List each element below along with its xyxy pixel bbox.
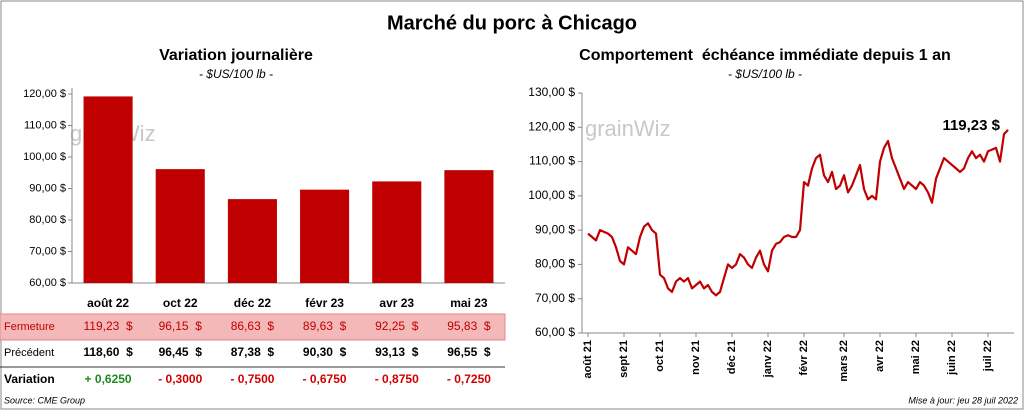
- table-cell: 118,60 $: [83, 345, 133, 359]
- y-tick-label: 80,00 $: [29, 214, 66, 226]
- y-tick-label: 120,00 $: [23, 88, 66, 100]
- x-tick-label: août 22: [87, 296, 129, 310]
- y-tick-label: 60,00 $: [29, 277, 66, 289]
- x-tick-label: sept 21: [618, 340, 630, 378]
- y-tick-label: 120,00 $: [528, 119, 575, 133]
- table-cell: - 0,7500: [230, 372, 274, 386]
- fermeture-row: [0, 313, 506, 341]
- table-cell: 90,30 $: [303, 345, 347, 359]
- x-tick-label: mai 22: [910, 340, 922, 374]
- bar: [83, 96, 133, 283]
- bar: [372, 181, 422, 283]
- value-label: 86,63 $: [231, 319, 275, 333]
- y-tick-label: 110,00 $: [24, 119, 66, 131]
- y-tick-label: 70,00 $: [535, 291, 575, 305]
- y-tick-label: 100,00 $: [528, 188, 575, 202]
- table-cell: 93,13 $: [375, 345, 419, 359]
- chart-subtitle: - $US/100 lb -: [728, 67, 802, 81]
- x-tick-label: avr 23: [379, 296, 414, 310]
- table-cell: 87,38 $: [231, 345, 275, 359]
- table-cell: 96,45 $: [159, 345, 203, 359]
- x-tick-label: déc 22: [234, 296, 272, 310]
- value-label: 92,25 $: [375, 319, 419, 333]
- table-cell: - 0,6750: [303, 372, 347, 386]
- y-tick-label: 70,00 $: [29, 245, 66, 257]
- x-tick-label: déc 21: [726, 340, 738, 374]
- watermark: grainWiz: [585, 116, 671, 141]
- y-tick-label: 80,00 $: [535, 257, 575, 271]
- x-tick-label: oct 22: [163, 296, 198, 310]
- x-tick-label: févr 22: [798, 340, 810, 375]
- y-tick-label: 90,00 $: [29, 182, 66, 194]
- x-tick-label: août 21: [582, 340, 594, 379]
- table-cell: 96,55 $: [447, 345, 491, 359]
- x-tick-label: févr 23: [305, 296, 344, 310]
- chart-title: Variation journalière: [159, 47, 313, 64]
- x-tick-label: janv 22: [762, 340, 774, 378]
- table-cell: - 0,7250: [447, 372, 491, 386]
- table-cell: - 0,8750: [375, 372, 419, 386]
- x-tick-label: juin 22: [946, 340, 958, 376]
- price-line: [587, 129, 1009, 297]
- y-tick-label: 100,00 $: [23, 151, 66, 163]
- page-title: Marché du porc à Chicago: [387, 12, 637, 34]
- source: Source: CME Group: [4, 395, 85, 405]
- bar: [300, 189, 350, 283]
- y-tick-label: 130,00 $: [528, 85, 575, 99]
- x-tick-label: mars 22: [838, 340, 850, 382]
- row-label: Précédent: [4, 347, 54, 359]
- row-label: Fermeture: [4, 321, 55, 333]
- x-tick-label: nov 21: [690, 340, 702, 375]
- value-label: 96,15 $: [159, 319, 203, 333]
- chart-title: Comportement échéance immédiate depuis 1…: [579, 47, 951, 64]
- bar: [227, 199, 277, 283]
- annotation: 119,23 $: [942, 117, 1000, 134]
- y-tick-label: 60,00 $: [535, 325, 575, 339]
- bar: [155, 169, 205, 283]
- value-label: 89,63 $: [303, 319, 347, 333]
- bar: [444, 170, 494, 283]
- x-tick-label: avr 22: [874, 340, 886, 372]
- y-tick-label: 90,00 $: [535, 222, 575, 236]
- table-cell: - 0,3000: [158, 372, 202, 386]
- updated: Mise à jour: jeu 28 juil 2022: [908, 395, 1018, 405]
- chart-subtitle: - $US/100 lb -: [199, 67, 273, 81]
- x-tick-label: juil 22: [982, 340, 994, 372]
- table-cell: + 0,6250: [85, 372, 132, 386]
- value-label: 95,83 $: [447, 319, 491, 333]
- x-tick-label: mai 23: [450, 296, 488, 310]
- value-label: 119,23 $: [84, 319, 133, 333]
- y-tick-label: 110,00 $: [529, 154, 575, 168]
- x-tick-label: oct 21: [654, 340, 666, 372]
- row-label: Variation: [4, 372, 55, 386]
